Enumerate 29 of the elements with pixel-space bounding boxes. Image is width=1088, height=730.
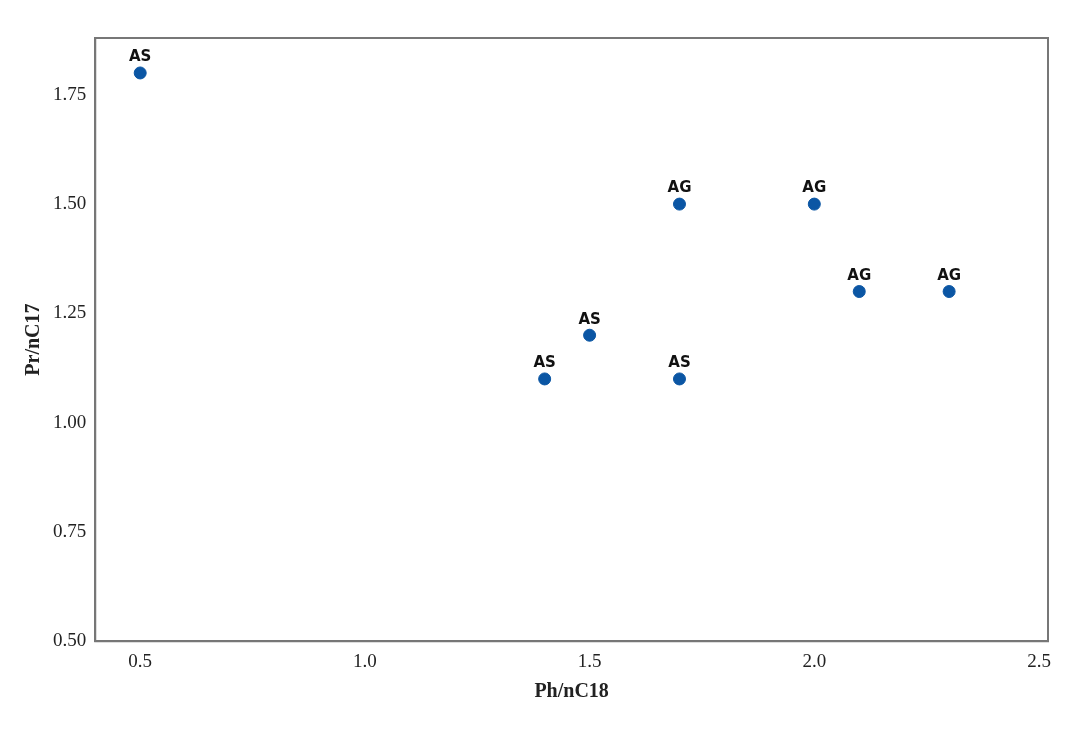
y-tick-label: 1.00 [53,410,87,432]
y-tick-label: 0.75 [53,519,87,541]
point [672,197,686,211]
annotation: AS [668,353,691,372]
x-tick-label: 2.0 [802,649,827,671]
point [133,66,147,80]
annotation: AG [667,178,692,197]
y-axis-title: Pr/nC17 [21,303,44,376]
annotation: AG [802,178,827,197]
y-tick-label: 1.50 [53,192,87,214]
point [807,197,821,211]
y-tick-label: 1.25 [53,301,87,323]
annotation: AS [578,309,601,328]
y-tick-label: 1.75 [53,82,87,104]
annotation: AG [847,265,872,284]
point [942,285,956,299]
point [852,285,866,299]
x-axis-title: Ph/nC18 [534,679,609,702]
point [672,372,686,386]
x-tick-label: 1.5 [577,649,602,671]
x-tick-label: 1.0 [353,649,377,671]
annotation: AG [937,265,962,284]
y-tick-label: 0.50 [53,629,87,651]
x-tick-label: 0.5 [128,649,153,671]
point [583,328,597,342]
annotation: AS [128,47,152,66]
point [538,372,552,386]
x-tick-label: 2.5 [1027,649,1051,671]
annotation: AS [533,353,556,372]
